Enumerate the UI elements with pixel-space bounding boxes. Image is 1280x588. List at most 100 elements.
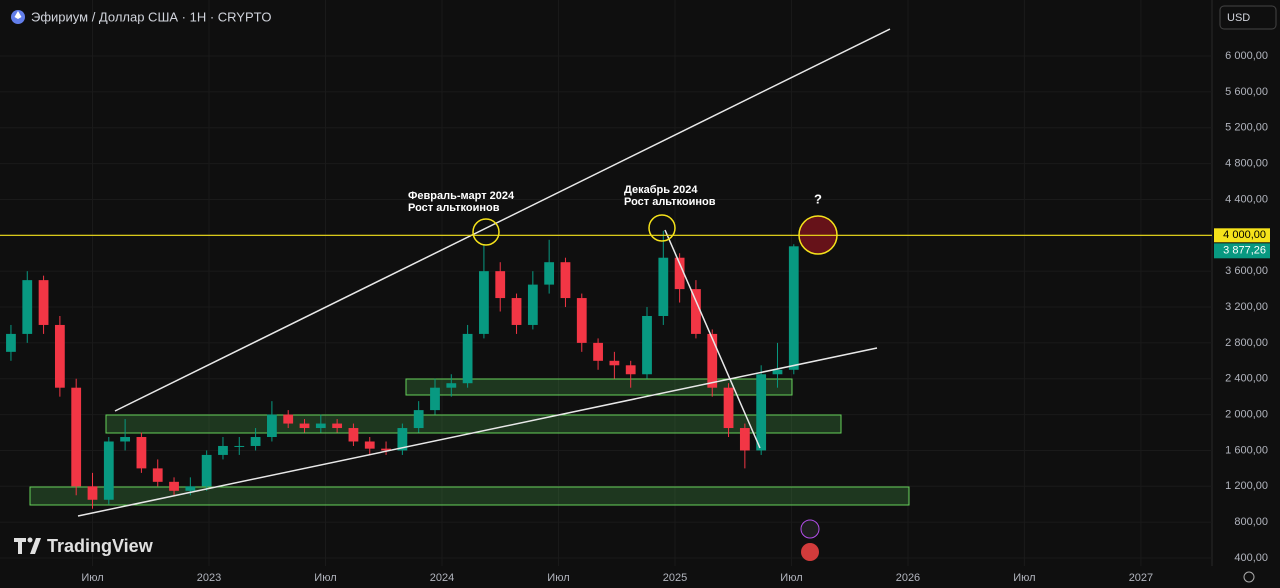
candle-body (397, 428, 408, 451)
x-tick-label: Июл (780, 572, 802, 584)
zone (29, 486, 910, 506)
candle-body (169, 481, 179, 491)
candle-body (364, 441, 375, 449)
event-icon[interactable] (800, 519, 820, 539)
candle-body (511, 298, 522, 325)
candle-body (38, 280, 49, 325)
y-tick-label: 2 800,00 (1225, 337, 1268, 349)
candle-body (527, 284, 538, 325)
y-tick-label: 4 800,00 (1225, 158, 1268, 170)
y-tick-label: 5 600,00 (1225, 86, 1268, 98)
annotation: Рост альткоинов (624, 196, 716, 208)
candle-body (103, 441, 114, 500)
logo-icon (14, 538, 41, 554)
coin-icon (14, 11, 22, 19)
candle-body (544, 262, 555, 285)
candle-body (674, 257, 685, 290)
candle-body (136, 437, 147, 469)
y-tick-label: 3 600,00 (1225, 265, 1268, 277)
x-tick-label: 2027 (1129, 572, 1153, 584)
candle-body (332, 423, 343, 429)
candle-body (250, 437, 261, 446)
event-icon[interactable] (801, 543, 819, 561)
candle-body (185, 486, 196, 491)
candle-body (120, 437, 131, 442)
annotation: Февраль-март 2024 (408, 190, 515, 202)
candle-body (739, 428, 750, 451)
candle-body (54, 324, 65, 388)
candle-body (6, 333, 16, 352)
currency-label[interactable]: USD (1227, 12, 1250, 24)
candle-body (315, 423, 326, 429)
candle-body (446, 383, 457, 388)
candle-body (756, 374, 767, 451)
candle-body (723, 387, 734, 429)
x-tick-label: 2024 (430, 572, 454, 584)
candle-body (430, 387, 440, 411)
x-tick-label: Июл (547, 572, 569, 584)
candle-body (593, 342, 603, 361)
candle-body (348, 428, 359, 442)
y-tick-label: 1 200,00 (1225, 480, 1268, 492)
x-tick-label: Июл (81, 572, 103, 584)
candle-body (642, 315, 652, 375)
candle-body (267, 414, 277, 438)
trend-line (114, 28, 891, 412)
candle-body (658, 257, 669, 316)
level-price-label: 4 000,00 (1223, 229, 1266, 241)
last-price-label: 3 877,26 (1223, 245, 1266, 257)
y-tick-label: 400,00 (1234, 552, 1268, 564)
watermark: TradingView (47, 536, 154, 556)
y-tick-label: 2 000,00 (1225, 409, 1268, 421)
candle-body (576, 298, 587, 343)
settings-icon[interactable] (1243, 571, 1255, 583)
logo-icon (27, 537, 33, 543)
candle-body (462, 333, 473, 384)
last-price-box (1214, 243, 1270, 259)
highlight-circle (648, 214, 676, 242)
y-tick-label: 4 400,00 (1225, 193, 1268, 205)
y-tick-label: 6 000,00 (1225, 50, 1268, 62)
currency-button[interactable] (1219, 5, 1277, 30)
candle-body (152, 468, 163, 482)
candle-body (691, 289, 701, 334)
y-tick-label: 2 400,00 (1225, 373, 1268, 385)
x-tick-label: Июл (1013, 572, 1035, 584)
candle-body (413, 410, 424, 429)
x-tick-label: 2023 (197, 572, 221, 584)
candle-body (201, 454, 212, 487)
candles-layer (6, 230, 799, 509)
annotation: Декабрь 2024 (624, 184, 698, 196)
candle-body (788, 246, 799, 370)
y-tick-label: 3 200,00 (1225, 301, 1268, 313)
candle-body (479, 271, 489, 334)
candle-body (609, 360, 620, 366)
y-tick-label: 1 600,00 (1225, 444, 1268, 456)
x-tick-label: 2026 (896, 572, 920, 584)
candle-body (772, 369, 783, 375)
candle-body (299, 423, 310, 429)
annotation: ? (814, 191, 822, 206)
x-tick-label: Июл (314, 572, 336, 584)
zone (405, 378, 793, 396)
candle-body (87, 486, 98, 500)
y-tick-label: 5 200,00 (1225, 122, 1268, 134)
candle-body (381, 448, 391, 451)
candle-body (218, 445, 228, 455)
candle-body (625, 365, 636, 375)
symbol-title: Эфириум / Доллар США · 1Н · CRYPTO (31, 9, 271, 24)
trend-line (664, 229, 761, 449)
highlight-circle (472, 218, 500, 246)
candle-body (495, 271, 506, 299)
candle-body (71, 387, 82, 487)
y-tick-label: 800,00 (1234, 516, 1268, 528)
candle-body (22, 280, 33, 334)
x-tick-label: 2025 (663, 572, 687, 584)
candle-body (707, 333, 718, 388)
level-price-box (1214, 228, 1270, 243)
candle-body (560, 262, 571, 299)
trend-line (77, 347, 878, 517)
